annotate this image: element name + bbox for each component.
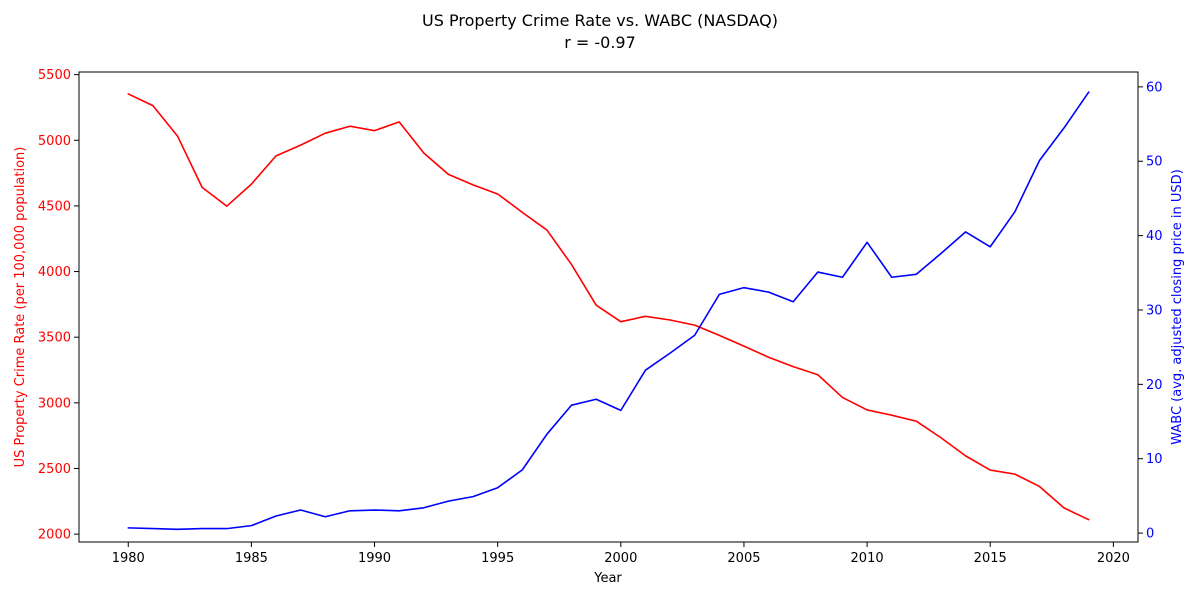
x-tick-label: 2015 [974,551,1007,566]
crime-rate-line [127,93,1090,521]
x-tick-label: 1980 [112,551,145,566]
right-y-tick-label: 20 [1146,378,1163,393]
x-axis-label: Year [593,571,622,586]
x-tick-label: 2010 [851,551,884,566]
plot-frame [78,71,1139,543]
right-y-axis-ticks: 0 10 20 30 40 50 60 [1138,80,1163,542]
right-y-tick-label: 50 [1146,155,1163,170]
left-y-tick-label: 5000 [38,134,71,149]
wabc-price-line [127,91,1090,531]
x-tick-label: 1990 [358,551,391,566]
x-tick-label: 1985 [235,551,268,566]
right-y-tick-label: 0 [1146,527,1154,542]
right-y-tick-label: 40 [1146,229,1163,244]
x-tick-label: 2000 [604,551,637,566]
x-tick-label: 2020 [1097,551,1130,566]
left-y-tick-label: 4500 [38,199,71,214]
left-y-tick-label: 4000 [38,265,71,280]
right-y-tick-label: 60 [1146,80,1163,95]
x-tick-label: 1995 [481,551,514,566]
right-y-axis-label: WABC (avg. adjusted closing price in USD… [1170,169,1185,445]
left-y-axis-label: US Property Crime Rate (per 100,000 popu… [13,147,28,468]
left-y-tick-label: 5500 [38,68,71,83]
right-y-tick-label: 10 [1146,452,1163,467]
left-y-tick-label: 2500 [38,462,71,477]
x-tick-label: 2005 [727,551,760,566]
right-y-tick-label: 30 [1146,303,1163,318]
chart-title: US Property Crime Rate vs. WABC (NASDAQ) [422,11,778,30]
left-y-axis-ticks: 2000 2500 3000 3500 4000 4500 5000 5500 [38,68,79,543]
left-y-tick-label: 3000 [38,396,71,411]
left-y-tick-label: 3500 [38,331,71,346]
left-y-tick-label: 2000 [38,528,71,543]
series-layer [127,91,1090,531]
chart-subtitle: r = -0.97 [564,33,636,52]
x-axis-ticks: 1980 1985 1990 1995 2000 2005 2010 2015 2020 [112,542,1130,566]
